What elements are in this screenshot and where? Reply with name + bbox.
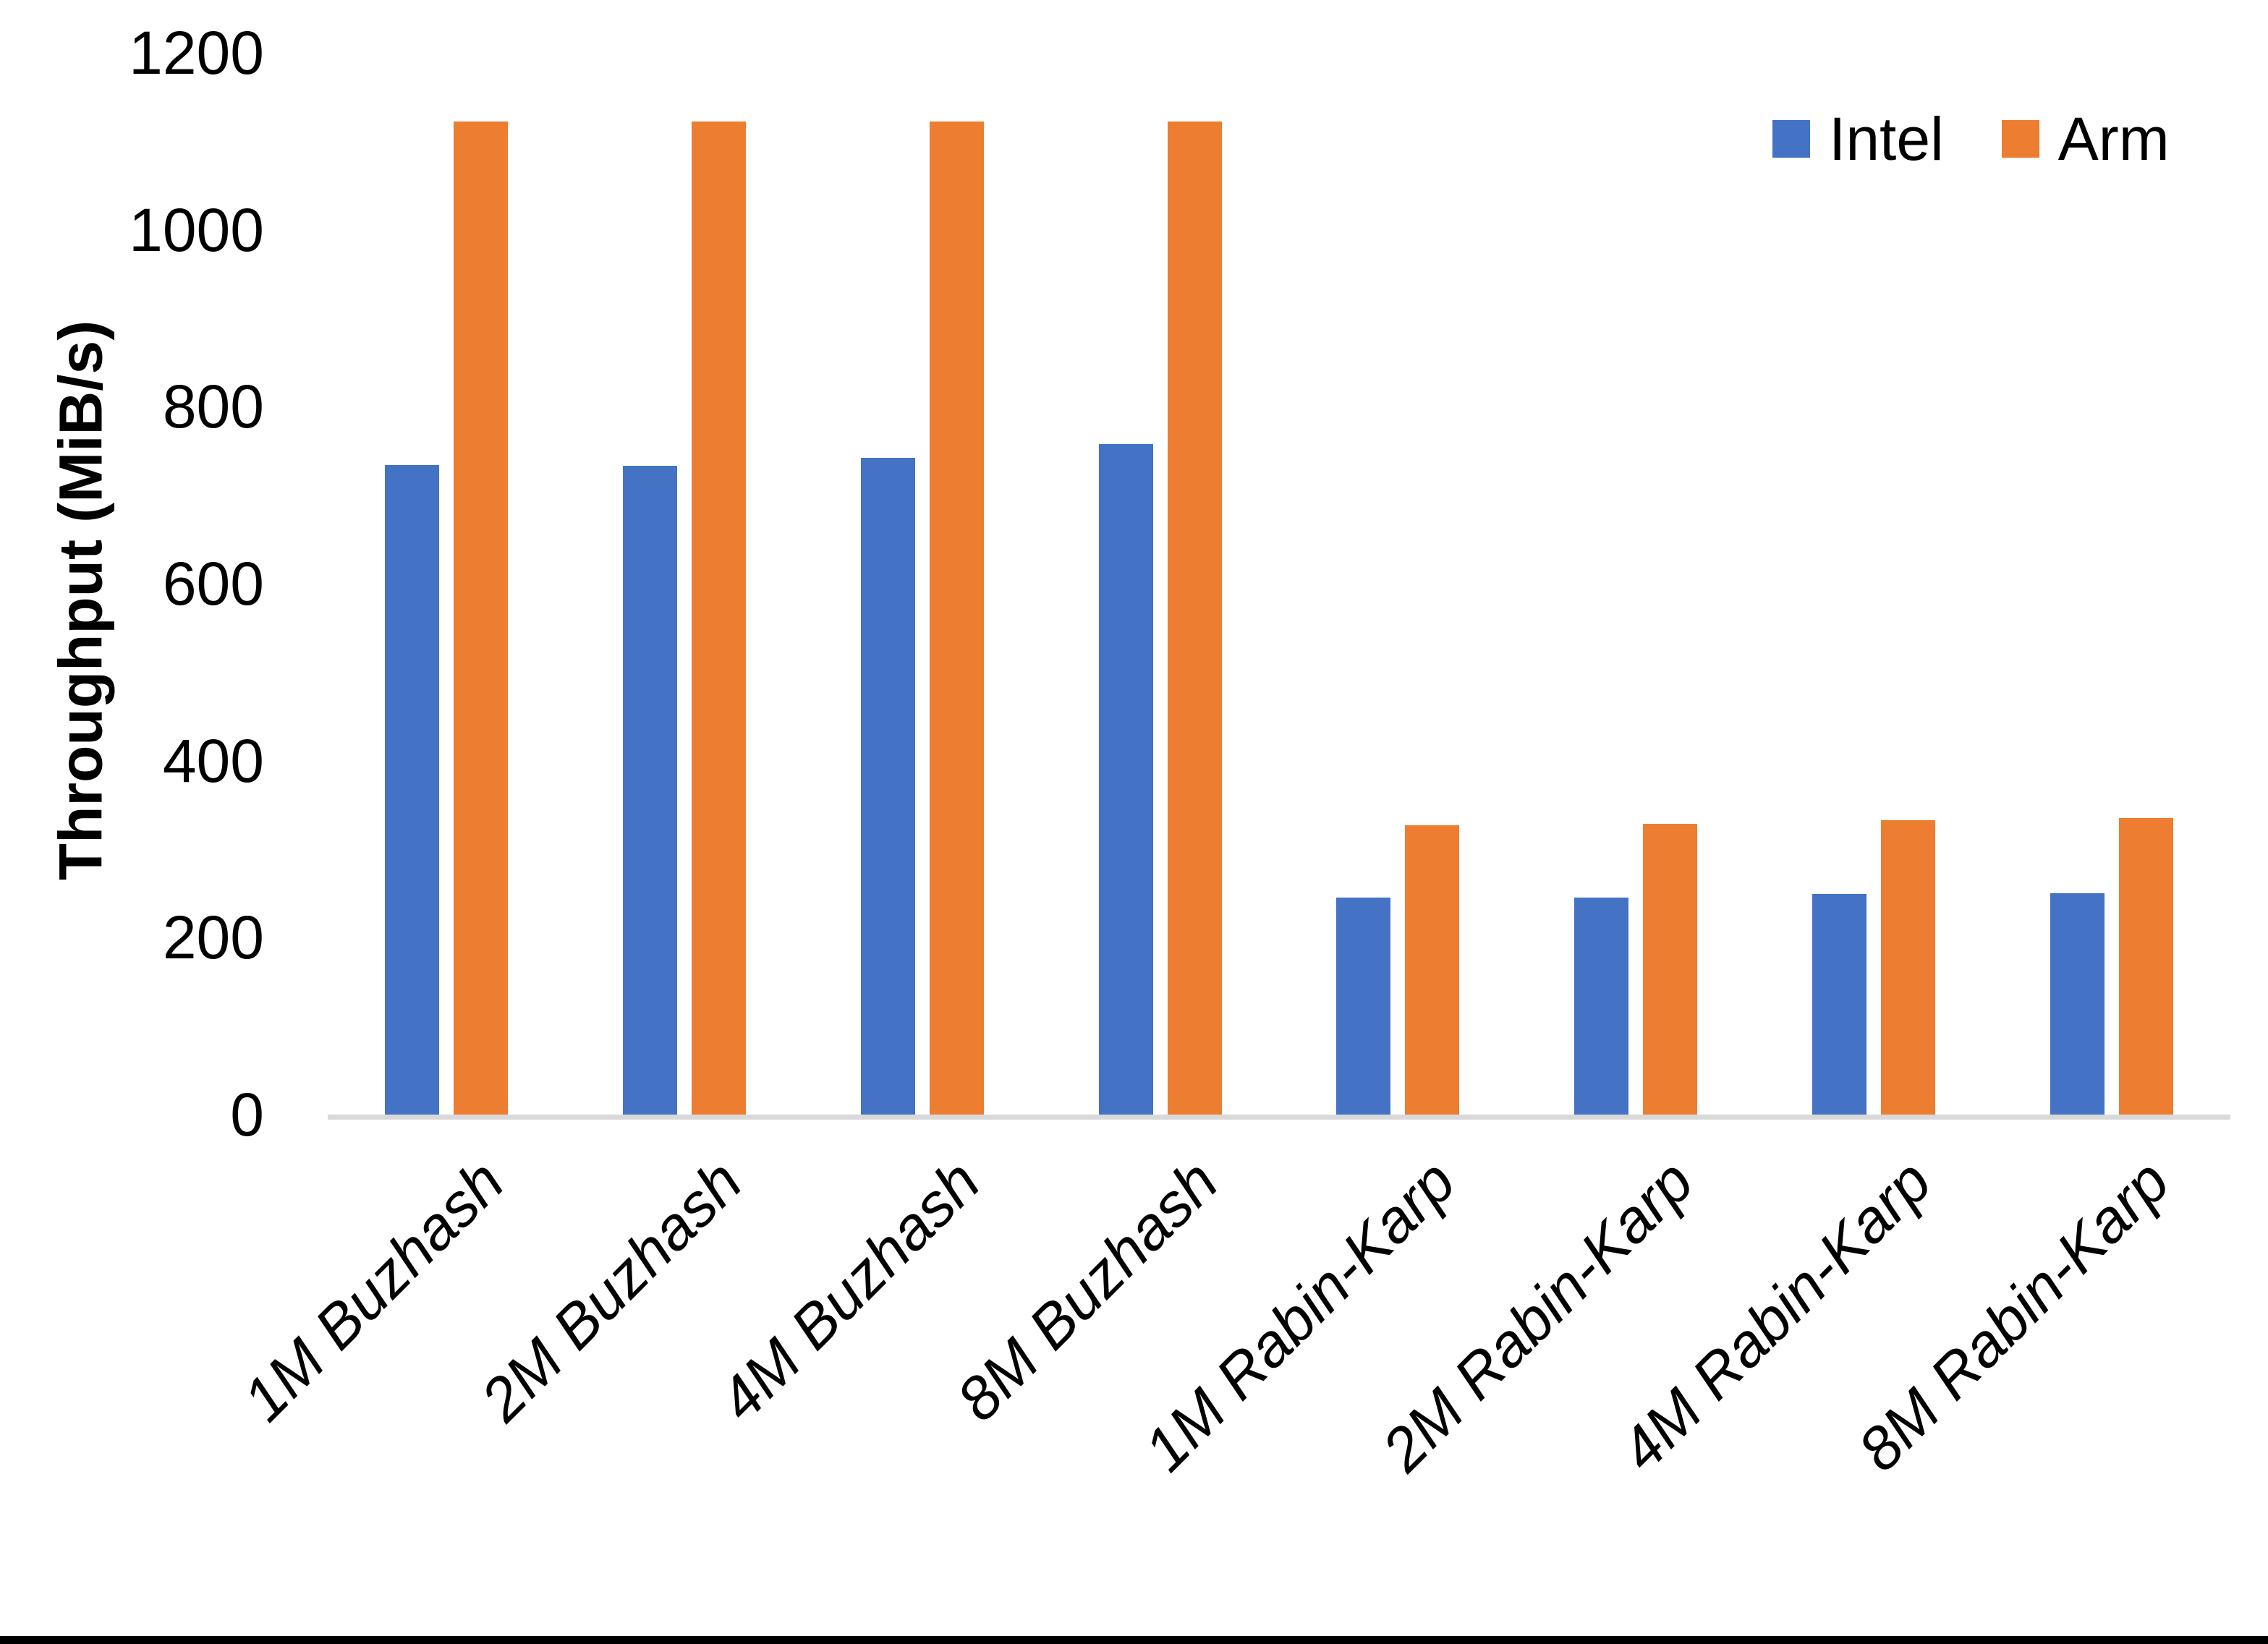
y-tick-label: 400 bbox=[162, 726, 264, 795]
y-tick-label: 200 bbox=[162, 903, 264, 972]
y-tick-label: 800 bbox=[162, 372, 264, 441]
intel-bar bbox=[1336, 898, 1391, 1115]
bar-group bbox=[1279, 53, 1517, 1115]
bottom-edge-line bbox=[0, 1636, 2268, 1644]
y-tick-label: 1000 bbox=[129, 195, 264, 264]
arm-bar bbox=[692, 122, 747, 1115]
legend-item: Intel bbox=[1772, 108, 1944, 169]
bar-group bbox=[804, 53, 1042, 1115]
intel-bar bbox=[860, 458, 915, 1115]
arm-bar bbox=[1167, 122, 1222, 1115]
intel-bar bbox=[623, 466, 678, 1115]
arm-bar bbox=[2118, 818, 2173, 1115]
y-axis-tick-labels: 0 200 400 600 800 1000 1200 bbox=[0, 0, 264, 1644]
bar-group bbox=[1755, 53, 1993, 1115]
plot-area bbox=[328, 53, 2230, 1120]
arm-bar bbox=[929, 122, 984, 1115]
legend-swatch-icon bbox=[2001, 120, 2039, 158]
legend-label: Arm bbox=[2057, 105, 2170, 173]
legend-label: Intel bbox=[1829, 105, 1944, 173]
legend: Intel Arm bbox=[1772, 108, 2170, 169]
y-tick-label: 600 bbox=[162, 550, 264, 618]
legend-swatch-icon bbox=[1772, 120, 1810, 158]
bar-group bbox=[1992, 53, 2230, 1115]
y-tick-label: 1200 bbox=[129, 19, 264, 87]
arm-bar bbox=[454, 122, 509, 1115]
bar-group bbox=[1517, 53, 1755, 1115]
intel-bar bbox=[1574, 898, 1629, 1115]
intel-bar bbox=[1098, 443, 1153, 1115]
arm-bar bbox=[1880, 819, 1935, 1115]
y-tick-label: 0 bbox=[230, 1081, 264, 1149]
x-category-label: 8M Rabin-Karp bbox=[1844, 1146, 2182, 1484]
intel-bar bbox=[2050, 893, 2105, 1115]
arm-bar bbox=[1643, 823, 1698, 1115]
bar-group bbox=[566, 53, 804, 1115]
legend-item: Arm bbox=[2001, 105, 2170, 173]
x-axis-line bbox=[328, 1115, 2230, 1120]
intel-bar bbox=[385, 465, 440, 1115]
bar-groups bbox=[328, 53, 2230, 1115]
arm-bar bbox=[1405, 825, 1460, 1115]
bar-group bbox=[328, 53, 566, 1115]
intel-bar bbox=[1812, 894, 1866, 1115]
bar-group bbox=[1041, 53, 1279, 1115]
